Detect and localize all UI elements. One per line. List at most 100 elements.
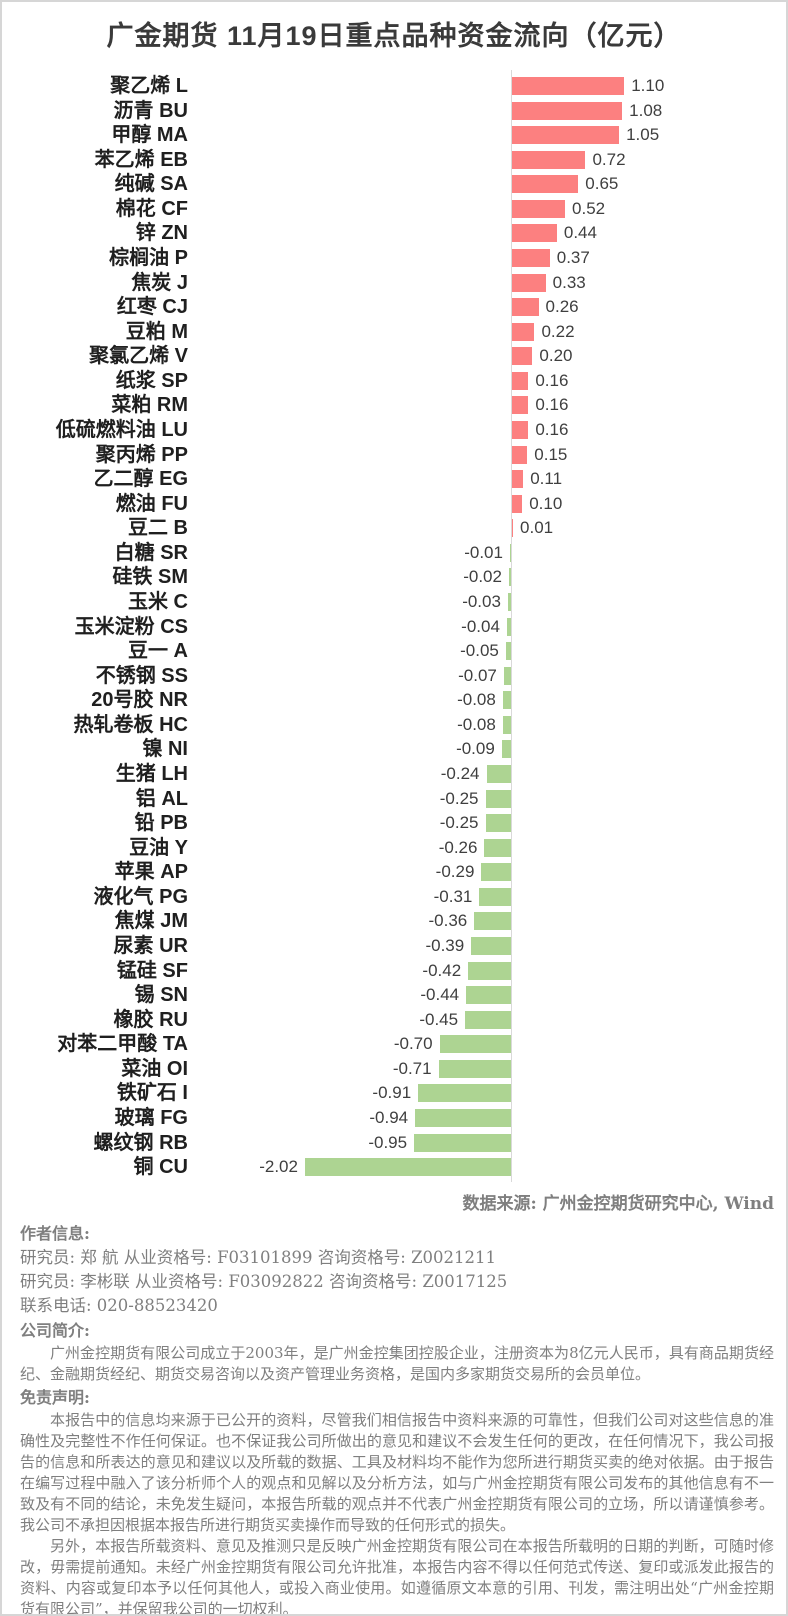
category-label: 纯碱 SA xyxy=(114,173,188,196)
value-label: -0.70 xyxy=(393,1034,433,1054)
category-label: 锌 ZN xyxy=(135,222,188,245)
category-label: 豆二 B xyxy=(128,517,188,540)
value-label: -0.24 xyxy=(440,763,480,783)
value-label: -0.07 xyxy=(458,665,497,685)
bar-negative xyxy=(484,838,511,857)
value-label: 0.22 xyxy=(541,321,575,341)
bar-negative xyxy=(438,1059,511,1078)
category-label: 聚乙烯 L xyxy=(110,75,188,97)
bar-negative xyxy=(502,691,511,710)
bar-negative xyxy=(471,936,511,955)
bar-positive xyxy=(512,396,529,415)
bar-negative xyxy=(508,568,511,587)
report-footer: 数据来源: 广州金控期货研究中心, Wind 作者信息: 研究员: 郑 航 从业… xyxy=(20,1192,774,1616)
bar-positive xyxy=(512,519,514,538)
value-label: -0.04 xyxy=(461,616,500,636)
category-label: 燃油 FU xyxy=(115,492,188,515)
category-label: 红枣 CJ xyxy=(116,296,188,319)
value-label: 0.10 xyxy=(529,493,563,513)
bar-negative xyxy=(439,1035,511,1054)
value-label: -2.02 xyxy=(259,1157,298,1177)
category-label: 液化气 PG xyxy=(93,885,188,908)
bar-negative xyxy=(506,617,511,636)
bar-negative xyxy=(474,912,511,931)
category-label: 豆油 Y xyxy=(129,836,188,859)
researcher-line-2: 研究员: 李彬联 从业资格号: F03092822 咨询资格号: Z001712… xyxy=(20,1272,508,1291)
category-label: 不锈钢 SS xyxy=(95,664,188,687)
bar-positive xyxy=(512,175,579,194)
value-label: -0.05 xyxy=(460,641,499,661)
category-label: 棉花 CF xyxy=(115,197,188,220)
bar-positive xyxy=(512,224,557,243)
value-label: -0.91 xyxy=(372,1083,412,1103)
category-label: 尿素 UR xyxy=(113,934,188,957)
value-label: 0.26 xyxy=(545,297,579,317)
category-label: 镍 NI xyxy=(142,738,188,761)
category-label: 玉米 C xyxy=(128,590,188,613)
value-label: -0.95 xyxy=(368,1132,408,1152)
value-label: -0.25 xyxy=(439,788,479,808)
value-label: 0.16 xyxy=(535,395,569,415)
bar-positive xyxy=(512,199,566,218)
bar-negative xyxy=(485,814,511,833)
category-label: 低硫燃料油 LU xyxy=(55,418,188,441)
value-label: -0.03 xyxy=(462,591,501,611)
category-label: 20号胶 NR xyxy=(91,689,188,712)
category-label: 菜油 OI xyxy=(121,1057,188,1080)
value-label: 0.20 xyxy=(539,346,573,366)
bar-negative xyxy=(414,1133,511,1152)
bar-negative xyxy=(481,863,511,882)
category-label: 玻璃 FG xyxy=(114,1106,188,1129)
bar-negative xyxy=(509,543,511,562)
bar-negative xyxy=(479,887,511,906)
category-label: 铁矿石 I xyxy=(116,1082,188,1105)
bar-positive xyxy=(512,248,550,267)
category-label: 菜粕 RM xyxy=(111,394,188,417)
value-label: -0.26 xyxy=(438,837,478,857)
value-label: 1.08 xyxy=(629,100,663,120)
category-label: 苯乙烯 EB xyxy=(94,148,188,171)
bar-negative xyxy=(468,961,511,980)
disclaimer-section-title: 免责声明: xyxy=(20,1388,90,1407)
bar-negative xyxy=(505,642,511,661)
bar-negative xyxy=(415,1108,511,1127)
category-label: 铝 AL xyxy=(135,787,188,810)
value-label: -0.39 xyxy=(425,935,465,955)
company-section-title: 公司简介: xyxy=(20,1321,90,1340)
bar-positive xyxy=(512,494,523,513)
bar-positive xyxy=(512,101,623,120)
bar-positive xyxy=(512,347,533,366)
category-label: 棕榈油 P xyxy=(109,246,188,269)
category-label: 锡 SN xyxy=(134,984,188,1007)
category-label: 乙二醇 EG xyxy=(93,468,188,491)
category-label: 焦炭 J xyxy=(131,271,188,294)
value-label: -0.09 xyxy=(456,739,495,759)
category-label: 对苯二甲酸 TA xyxy=(57,1033,188,1056)
bar-positive xyxy=(512,126,620,145)
value-label: 0.16 xyxy=(535,370,569,390)
value-label: -0.31 xyxy=(433,886,473,906)
value-label: -0.44 xyxy=(420,985,460,1005)
category-label: 硅铁 SM xyxy=(112,566,188,589)
category-label: 沥青 BU xyxy=(113,99,188,122)
value-label: -0.71 xyxy=(392,1058,432,1078)
zero-axis-line xyxy=(511,70,512,1182)
bar-positive xyxy=(512,273,546,292)
category-label: 聚丙烯 PP xyxy=(95,443,188,466)
bar-negative xyxy=(304,1158,511,1177)
value-label: -0.42 xyxy=(422,960,462,980)
bar-positive xyxy=(512,445,528,464)
value-label: 1.05 xyxy=(626,125,660,145)
category-label: 锰硅 SF xyxy=(116,959,188,982)
value-label: 0.33 xyxy=(552,272,586,292)
category-label: 聚氯乙烯 V xyxy=(89,345,188,368)
contact-phone: 联系电话: 020-88523420 xyxy=(20,1296,218,1315)
category-label: 甲醇 MA xyxy=(111,124,188,147)
disclaimer-paragraph-2: 另外，本报告所载资料、意见及推测只是反映广州金控期货有限公司在本报告所载明的日期… xyxy=(20,1537,774,1616)
value-label: 0.65 xyxy=(585,174,619,194)
bar-positive xyxy=(512,77,625,95)
value-label: -0.08 xyxy=(457,690,496,710)
value-label: -0.29 xyxy=(435,862,475,882)
category-label: 豆一 A xyxy=(128,640,188,663)
value-label: 0.72 xyxy=(592,149,626,169)
